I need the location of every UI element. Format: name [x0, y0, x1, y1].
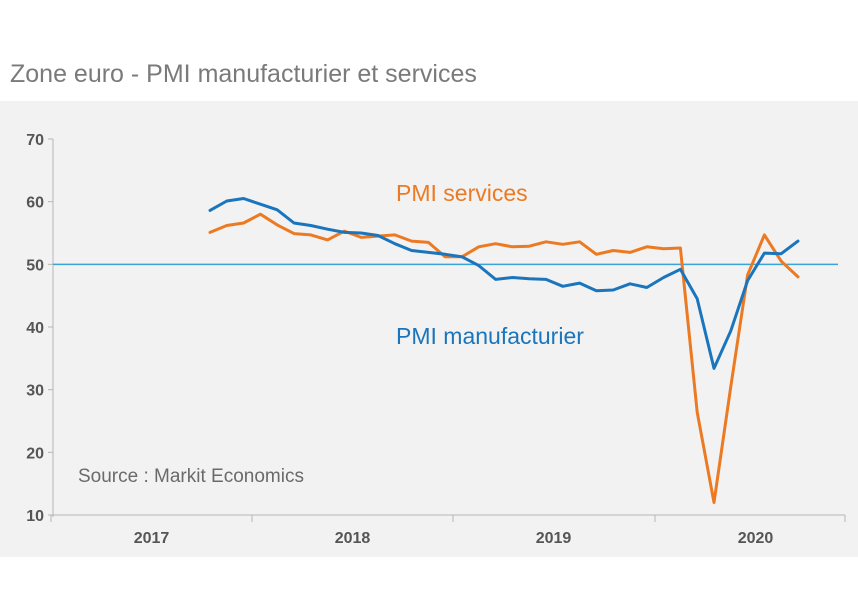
chart-panel [0, 101, 858, 557]
series-line-services [208, 212, 800, 504]
y-tick-label: 10 [26, 508, 44, 525]
chart-title: Zone euro - PMI manufacturier et service… [10, 60, 477, 88]
y-axis: 70 60 50 40 30 20 10 [26, 132, 54, 525]
y-tick-label: 40 [26, 320, 44, 337]
series-line-manufacturing [208, 197, 800, 370]
series-label-manufacturing: PMI manufacturier [396, 323, 584, 349]
x-tick-label: 2020 [738, 530, 774, 547]
y-tick-label: 50 [26, 257, 44, 274]
source-note: Source : Markit Economics [78, 466, 304, 487]
series-lines [53, 197, 838, 504]
x-tick-label: 2018 [335, 530, 371, 547]
y-tick-label: 60 [26, 195, 44, 212]
x-axis: 2017 2018 2019 2020 [50, 514, 846, 547]
x-tick-label: 2019 [536, 530, 572, 547]
x-tick-label: 2017 [134, 530, 170, 547]
y-tick-label: 30 [26, 383, 44, 400]
y-tick-label: 20 [26, 445, 44, 462]
series-label-services: PMI services [396, 180, 528, 206]
y-tick-label: 70 [26, 132, 44, 149]
